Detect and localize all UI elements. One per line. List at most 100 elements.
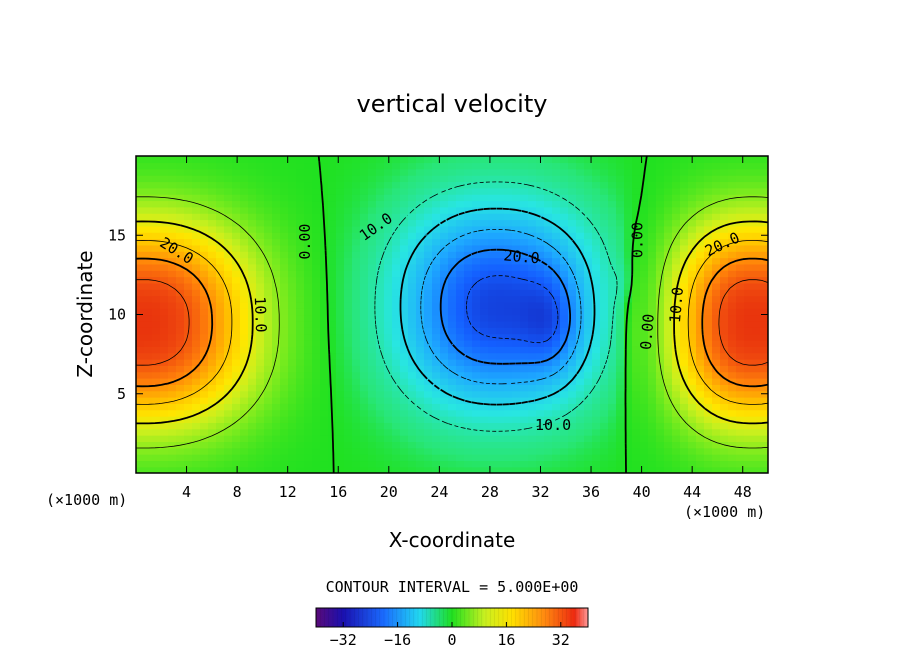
field-cell	[352, 333, 361, 341]
field-cell	[408, 320, 417, 328]
field-cell	[624, 200, 633, 208]
field-cell	[640, 308, 649, 316]
field-cell	[680, 384, 689, 392]
field-cell	[464, 257, 473, 265]
field-cell	[352, 257, 361, 265]
field-cell	[272, 396, 281, 404]
field-cell	[336, 200, 345, 208]
field-cell	[448, 308, 457, 316]
field-cell	[720, 453, 729, 462]
field-cell	[240, 295, 249, 303]
field-cell	[504, 415, 513, 423]
field-cell	[280, 333, 289, 341]
field-cell	[656, 181, 665, 189]
field-cell	[672, 409, 681, 417]
field-cell	[328, 466, 337, 473]
field-cell	[736, 403, 745, 411]
field-cell	[640, 225, 649, 233]
field-cell	[512, 213, 521, 221]
field-cell	[600, 175, 609, 183]
field-cell	[560, 168, 569, 176]
field-cell	[672, 365, 681, 373]
field-cell	[320, 434, 329, 442]
field-cell	[328, 276, 337, 284]
field-cell	[424, 371, 433, 379]
field-cell	[464, 238, 473, 246]
field-cell	[552, 403, 561, 411]
field-cell	[440, 371, 449, 379]
field-cell	[344, 238, 353, 246]
field-cell	[328, 206, 337, 214]
field-cell	[744, 453, 753, 462]
x-tick-label: 28	[481, 483, 499, 501]
field-cell	[440, 263, 449, 271]
field-cell	[568, 371, 577, 379]
field-cell	[360, 422, 369, 430]
field-cell	[560, 156, 569, 164]
field-cell	[632, 434, 641, 442]
field-cell	[240, 282, 249, 290]
field-cell	[336, 263, 345, 271]
field-cell	[544, 460, 553, 468]
field-cell	[512, 422, 521, 430]
field-cell	[184, 377, 193, 385]
field-cell	[656, 225, 665, 233]
field-cell	[160, 365, 169, 373]
field-cell	[424, 206, 433, 214]
field-cell	[256, 333, 265, 341]
field-cell	[432, 238, 441, 246]
field-cell	[544, 168, 553, 176]
field-cell	[432, 396, 441, 404]
field-cell	[528, 409, 537, 417]
field-cell	[616, 415, 625, 423]
field-cell	[688, 460, 697, 468]
field-cell	[392, 422, 401, 430]
field-cell	[152, 181, 161, 189]
field-cell	[392, 156, 401, 164]
field-cell	[664, 358, 673, 366]
field-cell	[392, 308, 401, 316]
field-cell	[528, 466, 537, 473]
field-cell	[160, 390, 169, 398]
field-cell	[224, 453, 233, 462]
field-cell	[528, 403, 537, 411]
field-cell	[368, 225, 377, 233]
field-cell	[704, 175, 713, 183]
field-cell	[632, 206, 641, 214]
field-cell	[472, 453, 481, 462]
field-cell	[712, 175, 721, 183]
field-cell	[200, 327, 209, 335]
field-cell	[648, 156, 657, 164]
field-cell	[352, 390, 361, 398]
field-cell	[336, 162, 345, 170]
field-cell	[712, 187, 721, 195]
field-cell	[448, 460, 457, 468]
field-cell	[464, 403, 473, 411]
field-cell	[472, 333, 481, 341]
field-cell	[680, 441, 689, 449]
field-cell	[320, 415, 329, 423]
field-cell	[568, 460, 577, 468]
field-cell	[176, 434, 185, 442]
field-cell	[752, 200, 761, 208]
field-cell	[688, 441, 697, 449]
field-cell	[288, 238, 297, 246]
field-cell	[664, 219, 673, 227]
field-cell	[608, 257, 617, 265]
field-cell	[432, 422, 441, 430]
field-cell	[176, 289, 185, 297]
field-cell	[304, 232, 313, 240]
field-cell	[136, 270, 145, 278]
field-cell	[656, 200, 665, 208]
field-cell	[504, 390, 513, 398]
field-cell	[304, 377, 313, 385]
field-cell	[608, 206, 617, 214]
field-cell	[200, 460, 209, 468]
field-cell	[280, 320, 289, 328]
field-cell	[392, 194, 401, 202]
field-cell	[184, 384, 193, 392]
field-cell	[512, 225, 521, 233]
field-cell	[168, 371, 177, 379]
field-cell	[216, 162, 225, 170]
field-cell	[320, 257, 329, 265]
